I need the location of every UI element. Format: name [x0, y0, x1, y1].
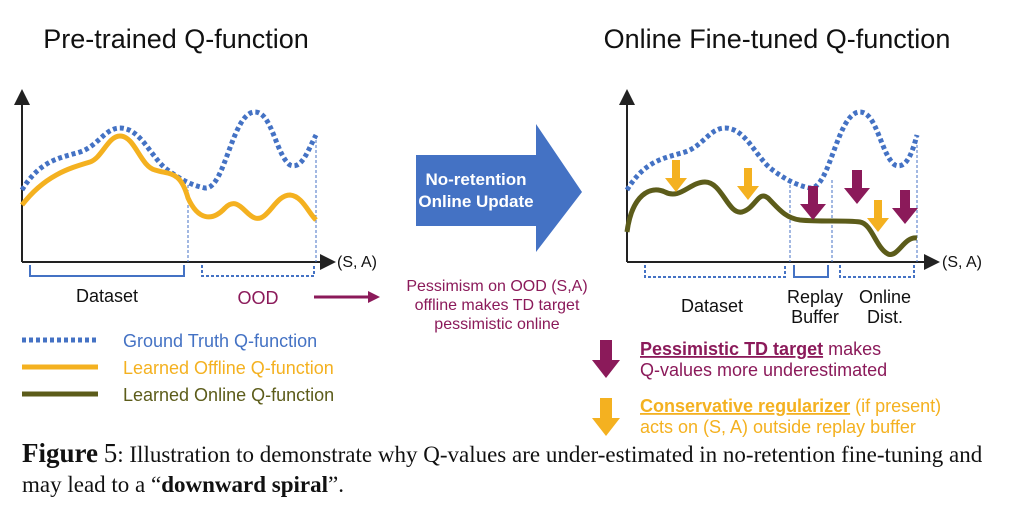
left-ground-truth-curve: [19, 109, 319, 192]
pessimistic-note-rest: makes: [823, 339, 881, 359]
arrow-text-line2: Online Update: [418, 192, 533, 211]
ood-label: OOD: [237, 288, 278, 308]
right-panel-title: Online Fine-tuned Q-function: [604, 24, 951, 54]
right-dataset-bracket: [644, 265, 786, 278]
conservative-note-line1: Conservative regularizer (if present): [640, 396, 941, 416]
pessimism-note: Pessimism on OOD (S,A) offline makes TD …: [406, 278, 587, 333]
conservative-arrow-icon: [737, 168, 759, 200]
pessimistic-arrow-icon: [844, 170, 870, 204]
legend-ground-truth-label: Ground Truth Q-function: [123, 331, 317, 351]
pessimistic-note-arrow-icon: [592, 340, 620, 378]
left-axis-label: (S, A): [337, 254, 377, 271]
replay-label-line1: Replay: [787, 287, 843, 307]
right-dataset-label: Dataset: [681, 296, 743, 316]
right-ground-truth-curve: [624, 109, 920, 192]
figure-illustration: Pre-trained Q-function Online Fine-tuned…: [14, 24, 982, 437]
arrow-text-line1: No-retention: [425, 170, 526, 189]
left-panel-title: Pre-trained Q-function: [43, 24, 309, 54]
caption-text-2: ”.: [328, 472, 344, 497]
right-online-bracket: [839, 265, 915, 278]
pessimism-note-line3: pessimistic online: [434, 316, 559, 333]
replay-label-line2: Buffer: [791, 307, 839, 327]
ood-note-arrow: [314, 291, 380, 303]
left-dataset-bracket: [29, 265, 185, 277]
right-online-curve: [624, 179, 918, 257]
left-offline-curve: [20, 133, 318, 222]
conservative-note-rest: (if present): [850, 396, 941, 416]
figure-caption: Figure 5: Illustration to demonstrate wh…: [22, 438, 997, 500]
pessimistic-arrows: [800, 170, 918, 224]
pessimism-note-line2: offline makes TD target: [415, 297, 580, 314]
caption-figure-word: Figure: [22, 438, 98, 468]
online-label-line1: Online: [859, 287, 911, 307]
caption-bold-text: downward spiral: [161, 472, 329, 497]
caption-figure-number: 5: [103, 438, 118, 468]
conservative-note-line2: acts on (S, A) outside replay buffer: [640, 417, 916, 437]
right-plot: (S, A) Dataset Replay Buffer Online Dist…: [619, 89, 982, 327]
no-retention-arrow: No-retention Online Update: [416, 124, 582, 252]
right-replay-bracket: [793, 265, 829, 278]
conservative-arrows: [665, 160, 889, 232]
left-dataset-label: Dataset: [76, 286, 138, 306]
legend-offline-label: Learned Offline Q-function: [123, 358, 334, 378]
pessimistic-note-line2: Q-values more underestimated: [640, 360, 887, 380]
pessimistic-note-bold: Pessimistic TD target: [640, 339, 823, 359]
caption-text-1: : Illustration to demonstrate why Q-valu…: [22, 442, 983, 497]
left-plot: (S, A) Dataset OOD: [14, 89, 377, 308]
pessimism-note-line1: Pessimism on OOD (S,A): [406, 278, 587, 295]
legend-online-label: Learned Online Q-function: [123, 385, 334, 405]
notes: Pessimistic TD target makes Q-values mor…: [592, 339, 941, 437]
pessimistic-note-line1: Pessimistic TD target makes: [640, 339, 881, 359]
legend: Ground Truth Q-function Learned Offline …: [22, 331, 334, 405]
conservative-arrow-icon: [867, 200, 889, 232]
pessimistic-arrow-icon: [892, 190, 918, 224]
left-ood-bracket: [201, 265, 315, 277]
conservative-arrow-icon: [665, 160, 687, 192]
pessimistic-arrow-icon: [800, 186, 826, 220]
conservative-note-bold: Conservative regularizer: [640, 396, 850, 416]
right-axis-label: (S, A): [942, 254, 982, 271]
online-label-line2: Dist.: [867, 307, 903, 327]
conservative-note-arrow-icon: [592, 398, 620, 436]
